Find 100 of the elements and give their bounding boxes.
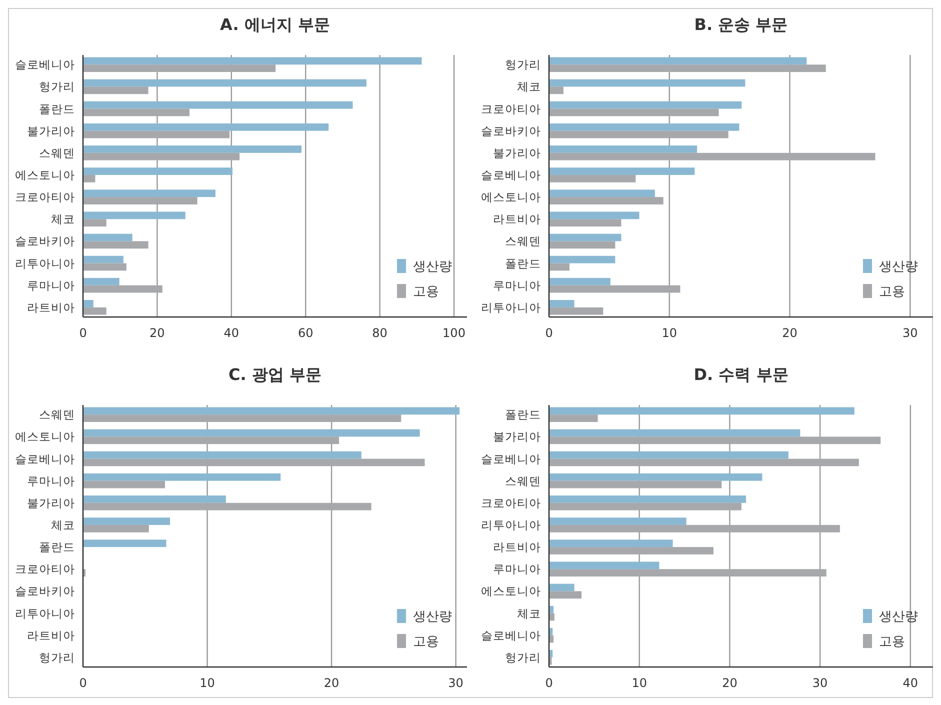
bar bbox=[83, 414, 402, 422]
y-tick-label: 에스토니아 bbox=[15, 430, 75, 444]
bar bbox=[549, 407, 854, 415]
y-tick-label: 에스토니아 bbox=[481, 584, 541, 598]
bar bbox=[549, 495, 746, 503]
y-tick-label: 크로아티아 bbox=[15, 190, 75, 204]
bar bbox=[83, 168, 233, 175]
bar bbox=[549, 263, 570, 271]
y-tick-label: 슬로베니아 bbox=[481, 168, 541, 182]
chart-title: B. 운송 부문 bbox=[694, 15, 788, 34]
bar bbox=[549, 79, 746, 87]
bar bbox=[549, 101, 742, 109]
y-tick-label: 슬로베니아 bbox=[481, 452, 541, 466]
x-tick-label: 60 bbox=[298, 326, 314, 340]
y-tick-label: 슬로바키아 bbox=[15, 234, 75, 248]
bar bbox=[549, 145, 698, 153]
y-tick-label: 헝가리 bbox=[505, 58, 541, 72]
y-tick-label: 폴란드 bbox=[39, 102, 75, 116]
bar bbox=[83, 451, 362, 459]
bar bbox=[83, 524, 149, 532]
legend-label: 생산량 bbox=[879, 260, 918, 275]
bar bbox=[549, 212, 640, 220]
bar bbox=[549, 458, 859, 466]
x-tick-label: 0 bbox=[545, 676, 553, 690]
bar bbox=[83, 123, 329, 131]
legend-label: 생산량 bbox=[413, 260, 452, 275]
bar bbox=[83, 57, 422, 65]
x-tick-label: 0 bbox=[79, 326, 87, 340]
y-tick-label: 체코 bbox=[517, 606, 541, 620]
y-tick-label: 슬로베니아 bbox=[15, 452, 75, 466]
y-tick-label: 폴란드 bbox=[505, 408, 541, 422]
bar bbox=[83, 307, 106, 315]
bar bbox=[83, 502, 372, 510]
bar bbox=[549, 57, 807, 65]
legend-label: 고용 bbox=[879, 634, 905, 650]
bar bbox=[83, 145, 302, 153]
bar bbox=[549, 584, 574, 592]
bar bbox=[549, 64, 826, 72]
bar bbox=[549, 130, 728, 138]
legend-label: 고용 bbox=[413, 284, 439, 300]
bar bbox=[549, 518, 686, 525]
y-tick-label: 체코 bbox=[51, 212, 75, 226]
x-tick-label: 10 bbox=[200, 676, 215, 690]
y-tick-label: 슬로바키아 bbox=[481, 124, 541, 138]
x-tick-label: 10 bbox=[662, 326, 678, 340]
legend-label: 고용 bbox=[879, 284, 905, 300]
bar bbox=[549, 307, 604, 315]
bar bbox=[83, 429, 420, 437]
bar bbox=[83, 212, 186, 220]
bar bbox=[83, 64, 276, 72]
bar bbox=[83, 278, 120, 286]
chart-title: D. 수력 부문 bbox=[694, 365, 788, 384]
legend-label: 고용 bbox=[413, 634, 439, 650]
bar bbox=[83, 263, 126, 271]
bar bbox=[83, 300, 94, 308]
bar bbox=[83, 234, 132, 242]
bar bbox=[83, 407, 460, 415]
bar bbox=[549, 562, 660, 570]
y-tick-label: 불가리아 bbox=[27, 496, 75, 510]
bar bbox=[549, 197, 664, 204]
x-tick-label: 20 bbox=[324, 676, 340, 690]
y-tick-label: 스웨덴 bbox=[505, 474, 541, 488]
bar bbox=[83, 480, 166, 488]
bar bbox=[549, 219, 622, 227]
bar bbox=[549, 278, 610, 286]
y-tick-label: 리투아니아 bbox=[481, 300, 541, 314]
x-tick-label: 0 bbox=[79, 676, 87, 690]
chart-title: C. 광업 부문 bbox=[228, 365, 322, 384]
bar bbox=[83, 285, 162, 293]
x-tick-label: 0 bbox=[545, 326, 553, 340]
bar bbox=[83, 241, 148, 249]
y-tick-label: 슬로베니아 bbox=[481, 628, 541, 642]
bar bbox=[549, 480, 722, 488]
x-tick-label: 40 bbox=[224, 326, 240, 340]
y-tick-label: 루마니아 bbox=[27, 474, 75, 488]
bar bbox=[549, 524, 840, 532]
chart-title: A. 에너지 부문 bbox=[220, 15, 330, 34]
bar bbox=[83, 108, 190, 116]
bar bbox=[83, 518, 170, 525]
bar bbox=[83, 473, 281, 481]
bar bbox=[83, 101, 353, 109]
bar bbox=[83, 458, 425, 466]
y-tick-label: 체코 bbox=[517, 80, 541, 94]
bar bbox=[549, 168, 695, 175]
y-tick-label: 크로아티아 bbox=[481, 102, 541, 116]
bar bbox=[83, 152, 240, 160]
x-tick-label: 30 bbox=[902, 326, 918, 340]
y-tick-label: 체코 bbox=[51, 518, 75, 532]
bar bbox=[549, 190, 655, 198]
bar bbox=[549, 241, 616, 249]
bar bbox=[549, 436, 881, 444]
y-tick-label: 리투아니아 bbox=[15, 606, 75, 620]
bar bbox=[549, 174, 636, 182]
bar bbox=[549, 502, 742, 510]
y-tick-label: 루마니아 bbox=[493, 562, 541, 576]
bar bbox=[83, 197, 198, 204]
bar bbox=[549, 540, 673, 548]
bar bbox=[83, 436, 339, 444]
y-tick-label: 에스토니아 bbox=[481, 190, 541, 204]
y-tick-label: 헝가리 bbox=[39, 650, 75, 664]
